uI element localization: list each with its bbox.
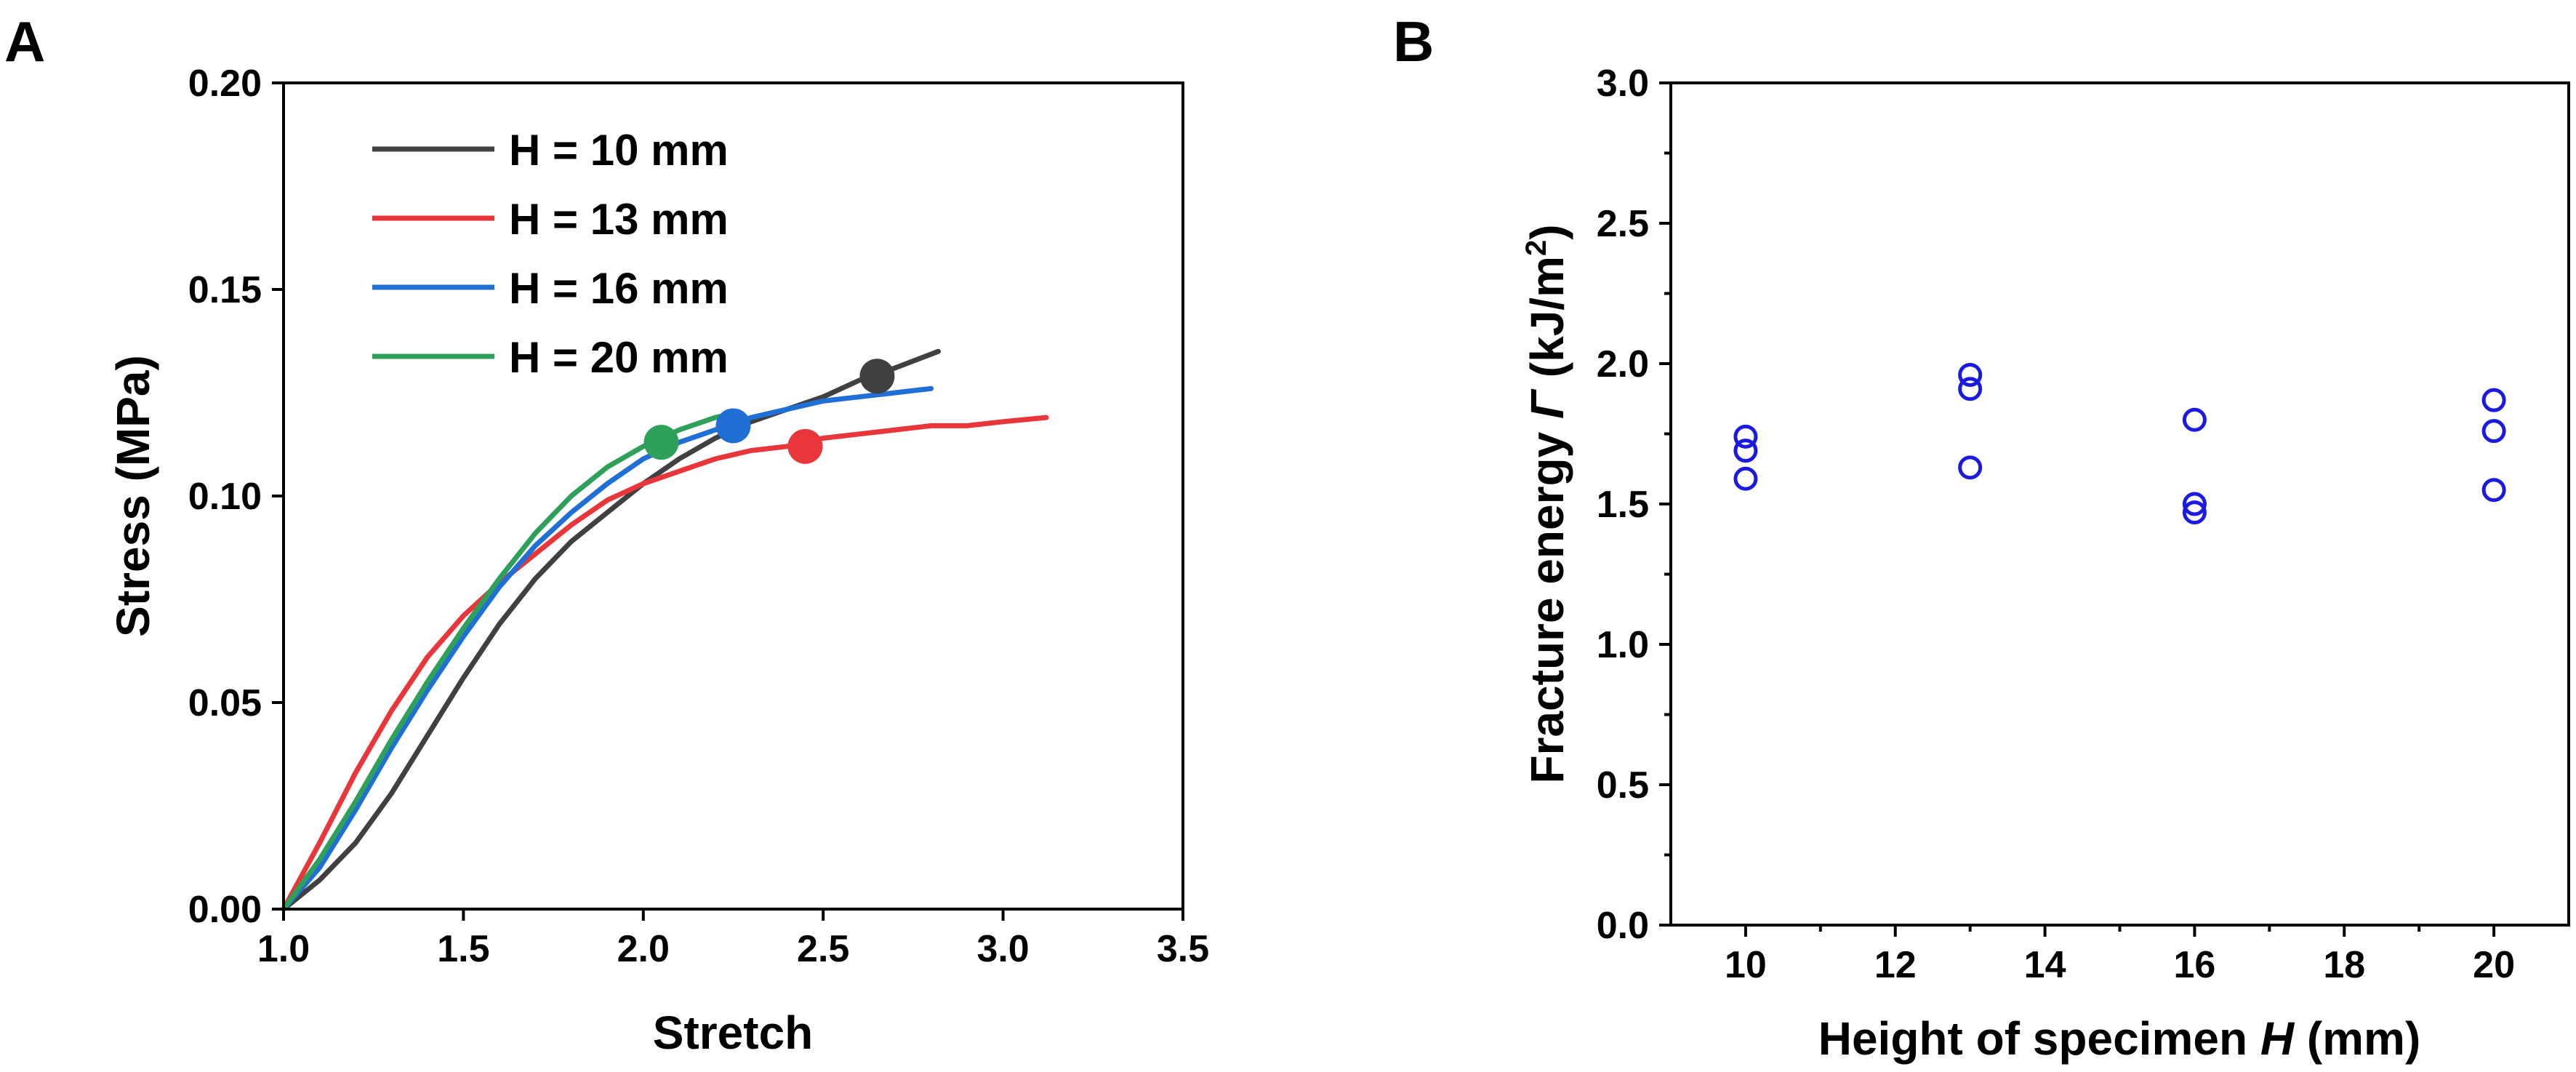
y-tick-label: 2.5 <box>1597 203 1649 245</box>
y-tick-label: 0.05 <box>188 682 262 724</box>
x-tick-label: 16 <box>2173 944 2215 986</box>
y-tick-label: 0.20 <box>188 63 262 105</box>
x-tick-label: 3.0 <box>976 928 1029 970</box>
data-point <box>1733 424 1758 449</box>
data-point <box>2481 478 2506 503</box>
series-line-h-10-mm <box>281 348 941 912</box>
panel-b-ticks: 10 12 14 16 18 20 0.0 0.5 1.0 1.5 2.0 2.5 3.0 <box>1597 63 2515 986</box>
data-point <box>2182 492 2207 516</box>
data-point <box>1733 466 1758 491</box>
x-tick-label: 1.5 <box>437 928 489 970</box>
y-tick-label: 1.0 <box>1597 624 1649 666</box>
data-point <box>1958 377 1983 401</box>
panel-b-x-axis-variable: H <box>2260 1012 2295 1065</box>
legend-label-h-20-mm: H = 20 mm <box>509 333 729 382</box>
failure-point-h-20-mm <box>643 425 679 460</box>
panel-a-axes-frame <box>282 81 1184 911</box>
panel-label-b: B <box>1393 9 1434 73</box>
failure-point-h-13-mm <box>787 428 823 464</box>
panel-b-y-axis-variable: Γ <box>1521 388 1573 419</box>
panel-a-legend: H = 10 mm H = 13 mm H = 16 mm H = 20 mm <box>372 126 729 382</box>
x-tick-label: 1.0 <box>257 928 310 970</box>
legend-label-h-13-mm: H = 13 mm <box>509 195 729 244</box>
data-point <box>2481 388 2506 412</box>
data-point <box>1958 455 1983 480</box>
panel-a: A 1.0 1.5 2.0 2.5 3.0 3.5 0.00 0.05 0.10 0.15 0.20… <box>4 9 1209 1059</box>
panel-b: B 10 12 14 16 18 20 0.0 0.5 1.0 1.5 2.0 2.5 3.0 Heig… <box>1393 9 2570 1065</box>
y-tick-label: 0.15 <box>188 269 262 311</box>
data-point <box>1958 362 1983 387</box>
data-point <box>2182 500 2207 525</box>
x-tick-label: 14 <box>2024 944 2066 986</box>
x-tick-label: 12 <box>1874 944 1917 986</box>
series-line-h-13-mm <box>281 415 1049 912</box>
x-tick-label: 18 <box>2323 944 2365 986</box>
panel-b-y-axis-label-text: Fracture energy <box>1521 419 1573 784</box>
y-tick-label: 0.5 <box>1597 764 1649 807</box>
data-point <box>2182 407 2207 432</box>
data-point <box>2481 419 2506 444</box>
panel-a-plot-area <box>281 348 1049 912</box>
panel-a-y-axis-label: Stress (MPa) <box>107 355 159 637</box>
panel-b-y-axis-label: Fracture energy Γ (kJ/m2) <box>1520 224 1573 783</box>
x-tick-label: 3.5 <box>1157 928 1209 970</box>
y-tick-label: 0.0 <box>1597 905 1649 947</box>
panel-b-y-axis-unit-close: ) <box>1521 224 1573 239</box>
panel-b-x-axis-label-text: Height of specimen <box>1818 1012 2260 1065</box>
panel-a-ticks: 1.0 1.5 2.0 2.5 3.0 3.5 0.00 0.05 0.10 0.15 0.20 <box>188 63 1209 970</box>
x-tick-label: 2.5 <box>797 928 849 970</box>
x-tick-label: 10 <box>1725 944 1767 986</box>
panel-b-plot-area <box>1733 362 2506 525</box>
panel-a-x-axis-label: Stretch <box>653 1007 814 1059</box>
panel-b-x-axis-unit: (mm) <box>2294 1012 2420 1065</box>
failure-point-h-16-mm <box>715 408 751 444</box>
series-line-h-16-mm <box>281 385 934 912</box>
panel-label-a: A <box>4 9 45 73</box>
panel-b-axes-frame <box>1669 81 2570 927</box>
panel-b-x-axis-label: Height of specimen H (mm) <box>1818 1012 2421 1065</box>
y-tick-label: 0.00 <box>188 889 262 931</box>
x-tick-label: 20 <box>2473 944 2515 986</box>
y-tick-label: 3.0 <box>1597 63 1649 105</box>
y-tick-label: 1.5 <box>1597 484 1649 526</box>
x-tick-label: 2.0 <box>617 928 670 970</box>
y-tick-label: 2.0 <box>1597 343 1649 385</box>
series-line-h-20-mm <box>281 410 736 912</box>
panel-b-y-axis-unit: (kJ/m <box>1521 256 1573 391</box>
legend-label-h-16-mm: H = 16 mm <box>509 264 729 313</box>
data-point <box>1733 439 1758 463</box>
panel-b-y-axis-unit-superscript: 2 <box>1520 240 1552 256</box>
legend-label-h-10-mm: H = 10 mm <box>509 126 729 175</box>
y-tick-label: 0.10 <box>188 476 262 518</box>
failure-point-h-10-mm <box>859 359 895 394</box>
